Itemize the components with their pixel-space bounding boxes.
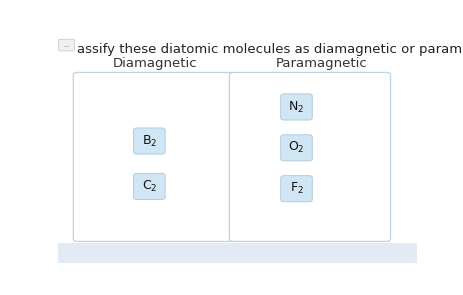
- Text: Diamagnetic: Diamagnetic: [113, 57, 197, 70]
- FancyBboxPatch shape: [59, 39, 75, 51]
- Text: C$_2$: C$_2$: [142, 179, 157, 194]
- Text: B$_2$: B$_2$: [142, 133, 157, 149]
- FancyBboxPatch shape: [134, 173, 165, 199]
- FancyBboxPatch shape: [58, 243, 417, 263]
- Text: assify these diatomic molecules as diamagnetic or paramagnetic.: assify these diatomic molecules as diama…: [76, 43, 463, 56]
- FancyBboxPatch shape: [281, 94, 312, 120]
- Text: Paramagnetic: Paramagnetic: [276, 57, 368, 70]
- FancyBboxPatch shape: [73, 73, 234, 241]
- FancyBboxPatch shape: [229, 73, 390, 241]
- FancyBboxPatch shape: [281, 135, 312, 161]
- Text: ...: ...: [63, 42, 70, 48]
- FancyBboxPatch shape: [134, 128, 165, 154]
- Text: O$_2$: O$_2$: [288, 140, 305, 155]
- FancyBboxPatch shape: [281, 176, 312, 202]
- Text: F$_2$: F$_2$: [289, 181, 303, 196]
- Text: N$_2$: N$_2$: [288, 99, 305, 114]
